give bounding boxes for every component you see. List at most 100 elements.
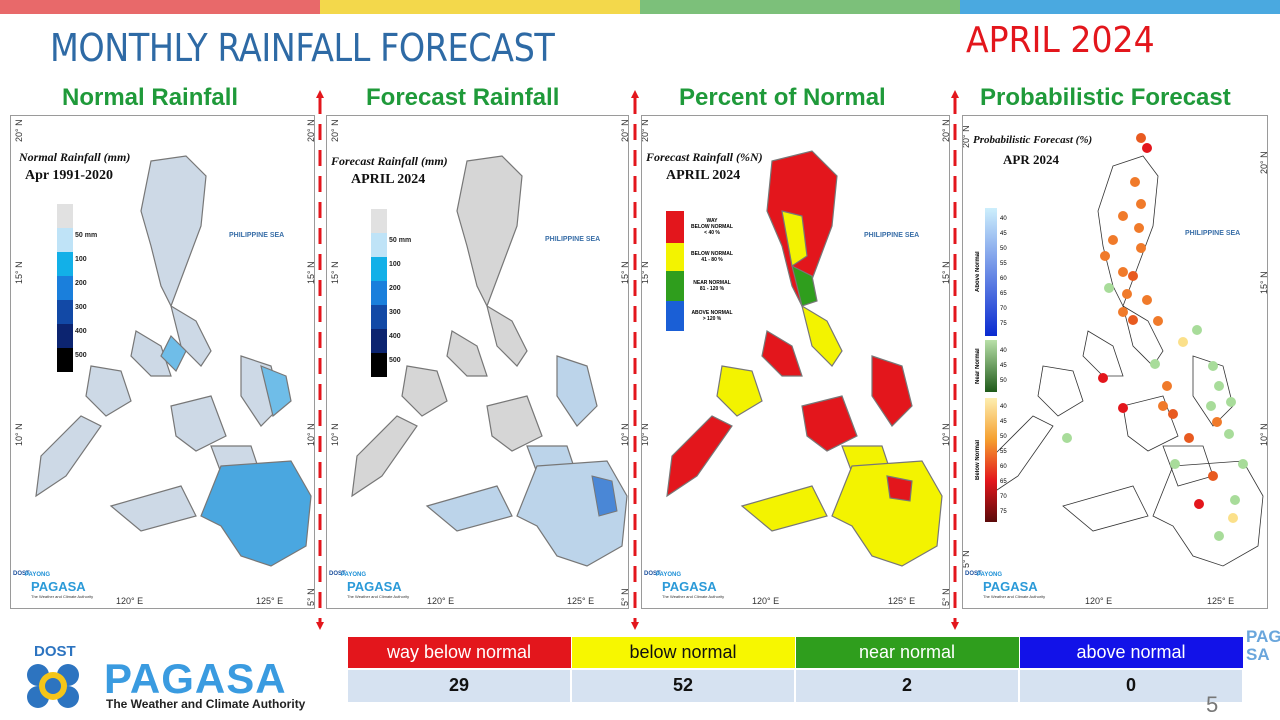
probabilistic-legend: Above Normal 40 45 50 55 60 65 70 75 Nea… — [975, 208, 1007, 522]
count-near-normal: 2 — [794, 667, 1020, 704]
lat-label: 15° N — [330, 261, 340, 284]
header-near-normal: near normal — [794, 636, 1020, 669]
map-caption: Normal Rainfall (mm) — [19, 150, 131, 164]
lon-label: 125° E — [256, 596, 284, 606]
map-subcaption: APR 2024 — [1003, 152, 1059, 167]
lon-label: 120° E — [427, 596, 455, 606]
lat-label: 10° N — [306, 423, 315, 446]
legend-tick: 65 — [1000, 291, 1007, 297]
map-caption: Probabilistic Forecast (%) — [973, 134, 1093, 146]
legend-gradient — [985, 208, 997, 336]
lat-label: 15° N — [306, 261, 315, 284]
lon-label: 120° E — [116, 596, 144, 606]
legend-label: BELOW NORMAL 41 - 80 % — [691, 251, 733, 263]
legend-group-name: Above Normal — [975, 251, 981, 293]
lat-label: 15° N — [14, 261, 24, 284]
rainfall-legend — [57, 204, 73, 372]
legend-tick: 45 — [1000, 363, 1007, 369]
map-caption: Forecast Rainfall (mm) — [331, 154, 448, 168]
forecast-rainfall-map-panel: 20° N 15° N 10° N 20° N 15° N 10° N 5° N… — [326, 115, 629, 609]
legend-tick: 75 — [1000, 509, 1007, 515]
legend-label: 500 — [75, 352, 87, 359]
partial-logo-text: PAG SA — [1246, 627, 1280, 664]
legend-tick: 55 — [1000, 449, 1007, 455]
panel-divider — [631, 90, 639, 630]
logo-dost: DOST — [34, 643, 76, 660]
logo-dost: DOST — [13, 571, 30, 577]
normal-rainfall-map-panel: 20° N 15° N 10° N 20° N 15° N 10° N 5° N… — [10, 115, 315, 609]
legend-group-above: Above Normal 40 45 50 55 60 65 70 75 — [975, 208, 1007, 336]
legend-group-near: Near Normal 40 45 50 — [975, 340, 1007, 392]
lat-label: 15° N — [641, 261, 650, 284]
panel-title-probabilistic: Probabilistic Forecast — [980, 84, 1231, 111]
legend-gradient — [985, 398, 997, 522]
legend-group-below: Below Normal 40 45 50 55 60 65 70 75 — [975, 398, 1007, 522]
legend-tick: 75 — [1000, 321, 1007, 327]
lat-label: 10° N — [1259, 423, 1268, 446]
legend-tick: 50 — [1000, 378, 1007, 384]
logo-dost: DOST — [965, 571, 982, 577]
legend-label: 200 — [75, 280, 87, 287]
logo-payong: PAYONG — [341, 572, 367, 578]
lat-label: 20° N — [620, 119, 629, 142]
lat-label: 15° N — [941, 261, 950, 284]
panel-title-normal: Normal Rainfall — [62, 84, 239, 111]
rainfall-legend — [371, 209, 387, 377]
pagasa-logo: DOST PAGASA The Weather and Climate Auth… — [14, 643, 314, 715]
legend-label: 50 mm — [75, 232, 98, 239]
legend-ticks: 40 45 50 55 60 65 70 75 — [1000, 398, 1007, 522]
percent-normal-map-panel: 20° N 15° N 10° N 20° N 15° N 10° N 5° N… — [641, 115, 950, 609]
rainfall-legend-labels: 50 mm 100 200 300 400 500 — [75, 224, 97, 368]
legend-tick: 70 — [1000, 494, 1007, 500]
pagasa-emblem-icon — [27, 664, 79, 708]
legend-tick: 60 — [1000, 276, 1007, 282]
legend-label: NEAR NORMAL 81 - 120 % — [693, 280, 731, 292]
percent-normal-map — [666, 150, 943, 567]
legend-tick: 55 — [1000, 261, 1007, 267]
header-below-normal: below normal — [570, 636, 796, 669]
legend-tick: 40 — [1000, 216, 1007, 222]
top-color-bar — [0, 0, 1280, 14]
logo-tagline: The Weather and Climate Authority — [347, 594, 410, 599]
legend-label: WAY BELOW NORMAL < 40 % — [691, 218, 733, 236]
legend-swatch — [666, 211, 684, 243]
legend-label: ABOVE NORMAL > 120 % — [691, 310, 733, 322]
lat-label: 15° N — [620, 261, 629, 284]
lat-label: 10° N — [330, 423, 340, 446]
lat-label: 20° N — [1259, 151, 1268, 174]
legend-label: 300 — [75, 304, 87, 311]
panel-divider — [951, 90, 959, 630]
top-bar-segment — [960, 0, 1280, 14]
legend-label: 100 — [389, 261, 401, 268]
lon-label: 120° E — [752, 596, 780, 606]
lat-label: 20° N — [14, 119, 24, 142]
lat-label: 5° N — [306, 588, 315, 606]
legend-tick: 40 — [1000, 348, 1007, 354]
legend-label: 200 — [389, 285, 401, 292]
percent-normal-legend: WAY BELOW NORMAL < 40 % BELOW NORMAL 41 … — [666, 211, 740, 331]
table-row: 29 52 2 0 — [346, 667, 1244, 704]
logo-payong: PAYONG — [25, 572, 51, 578]
legend-swatch — [666, 271, 684, 301]
lat-label: 15° N — [1259, 271, 1268, 294]
sea-label: PHILIPPINE SEA — [545, 236, 601, 243]
legend-label: 400 — [75, 328, 87, 335]
top-bar-segment — [320, 0, 640, 14]
lon-label: 125° E — [567, 596, 595, 606]
rainfall-legend-labels: 50 mm 100 200 300 400 500 — [389, 229, 411, 373]
logo-name: PAGASA — [31, 579, 86, 594]
lat-label: 10° N — [941, 423, 950, 446]
legend-tick: 65 — [1000, 479, 1007, 485]
logo-name: PAGASA — [347, 579, 402, 594]
sea-label: PHILIPPINE SEA — [229, 232, 285, 239]
payong-pagasa-logo: DOST PAYONG PAGASA The Weather and Clima… — [965, 566, 1053, 606]
lat-label: 10° N — [641, 423, 650, 446]
legend-group-name: Below Normal — [975, 440, 981, 481]
map-caption: Forecast Rainfall (%N) — [646, 150, 763, 164]
probabilistic-map — [987, 133, 1264, 567]
legend-tick: 60 — [1000, 464, 1007, 470]
header-above-normal: above normal — [1018, 636, 1244, 669]
lon-label: 125° E — [1207, 596, 1235, 606]
logo-dost: DOST — [329, 571, 346, 577]
lat-label: 20° N — [941, 119, 950, 142]
